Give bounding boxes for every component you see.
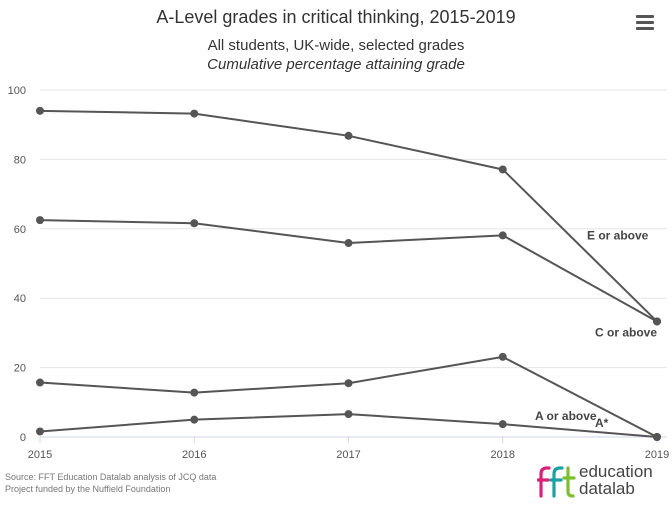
data-point-e-or-above-2018 bbox=[498, 165, 507, 174]
data-point-a-or-above-2018 bbox=[498, 352, 507, 361]
series-line-c-or-above bbox=[39, 219, 658, 323]
y-tick-label-60: 60 bbox=[14, 224, 26, 236]
y-tick-label-40: 40 bbox=[14, 293, 26, 305]
chart-title: A-Level grades in critical thinking, 201… bbox=[156, 7, 516, 27]
y-tick-label-100: 100 bbox=[8, 85, 26, 97]
data-point-e-or-above-2016 bbox=[190, 109, 199, 118]
series-label-e-or-above: E or above bbox=[587, 228, 649, 242]
data-point-c-or-above-2017 bbox=[344, 239, 353, 248]
chart-subtitle: All students, UK-wide, selected grades bbox=[207, 37, 465, 54]
data-point-c-or-above-2018 bbox=[498, 231, 507, 240]
data-point-c-or-above-2019 bbox=[653, 317, 661, 326]
chart-credits: Source: FFT Education Datalab analysis o… bbox=[5, 471, 216, 495]
x-tick-label-2019: 2019 bbox=[645, 449, 669, 461]
data-point-c-or-above-2016 bbox=[190, 219, 199, 228]
logo-word-datalab: datalab bbox=[579, 479, 635, 498]
y-tick-label-20: 20 bbox=[14, 363, 26, 375]
data-point-c-or-above-2015 bbox=[36, 216, 44, 225]
data-point-e-or-above-2015 bbox=[36, 106, 44, 115]
data-point-a-or-above-2015 bbox=[36, 378, 44, 387]
chart-subtitle-measure: Cumulative percentage attaining grade bbox=[207, 56, 465, 73]
data-point-a-star-2018 bbox=[498, 420, 507, 429]
x-tick-label-2017: 2017 bbox=[336, 449, 360, 461]
y-tick-label-80: 80 bbox=[14, 154, 26, 166]
x-tick-label-2018: 2018 bbox=[491, 449, 515, 461]
series-label-c-or-above: C or above bbox=[595, 325, 657, 339]
x-tick-label-2015: 2015 bbox=[28, 449, 52, 461]
data-point-a-star-2019 bbox=[653, 433, 661, 441]
data-point-a-or-above-2016 bbox=[190, 388, 199, 397]
series-line-e-or-above bbox=[39, 109, 658, 323]
data-point-e-or-above-2017 bbox=[344, 131, 353, 140]
data-point-a-star-2015 bbox=[36, 427, 44, 436]
source-credit: Source: FFT Education Datalab analysis o… bbox=[5, 472, 217, 482]
y-tick-label-0: 0 bbox=[20, 432, 26, 444]
series-label-a-star: A* bbox=[595, 416, 609, 430]
education-datalab-logo: education datalab bbox=[537, 462, 667, 498]
funding-credit: Project funded by the Nuffield Foundatio… bbox=[5, 484, 171, 494]
x-tick-label-2016: 2016 bbox=[182, 449, 206, 461]
logo-word-education: education bbox=[579, 462, 653, 481]
data-point-a-star-2016 bbox=[190, 415, 199, 424]
hamburger-menu-icon[interactable] bbox=[636, 15, 654, 31]
data-point-a-star-2017 bbox=[344, 410, 353, 419]
series-label-a-or-above: A or above bbox=[535, 409, 597, 423]
data-point-a-or-above-2017 bbox=[344, 379, 353, 388]
fft-logo-mark bbox=[537, 466, 576, 498]
